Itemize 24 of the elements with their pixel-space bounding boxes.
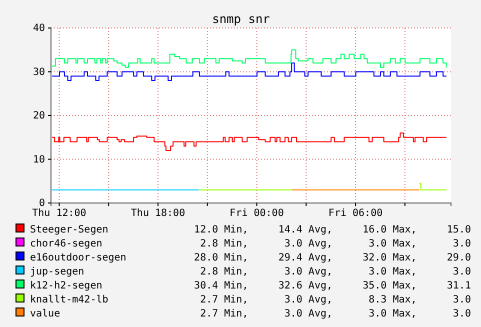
legend-label: e16outdoor-segen (30, 252, 126, 264)
text: 28.0 Min, 29.4 Avg, 32.0 Max, 29.0 (194, 252, 471, 264)
y-tick-label: 40 (32, 23, 45, 34)
text: 2.7 Min, 3.0 Avg, 8.3 Max, 3.0 (200, 294, 471, 306)
x-tick-label: Thu 12:00 (32, 208, 86, 220)
x-tick-label: Thu 18:00 (130, 208, 186, 220)
text: 2.7 Min, 3.0 Avg, 3.0 Max, 3.0 (200, 308, 471, 320)
legend-label: jup-segen (30, 266, 84, 278)
legend-label: Steeger-Segen (30, 224, 108, 236)
legend-label: chor46-segen (30, 238, 102, 250)
legend-label: value (30, 308, 60, 320)
y-tick-label: 0 (38, 198, 45, 210)
legend-label: k12-h2-segen (30, 280, 102, 292)
y-tick-label: 20 (32, 110, 45, 122)
y-tick-label: 30 (32, 66, 45, 78)
text: 2.8 Min, 3.0 Avg, 3.0 Max, 3.0 (200, 238, 471, 250)
x-tick-label: Fri 00:00 (230, 208, 284, 220)
y-tick-label: 10 (32, 154, 45, 166)
legend-label: knallt-m42-lb (30, 294, 108, 306)
text: 30.4 Min, 32.6 Avg, 35.0 Max, 31.1 (194, 280, 471, 292)
chart-title: snmp snr (212, 12, 270, 26)
x-tick-label: Fri 06:00 (328, 208, 383, 220)
text: 12.0 Min, 14.4 Avg, 16.0 Max, 15.0 (194, 224, 471, 236)
text: 2.8 Min, 3.0 Avg, 3.0 Max, 3.0 (200, 266, 471, 278)
